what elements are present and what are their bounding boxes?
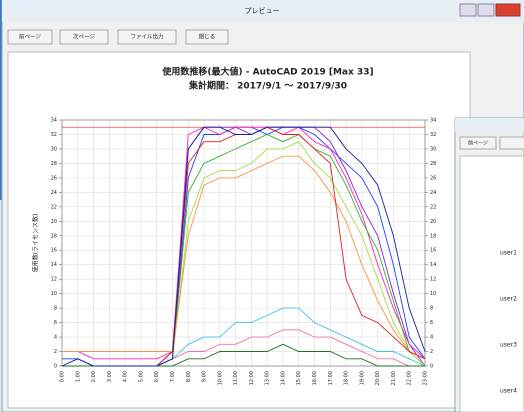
y-tick-label: 28 — [51, 161, 57, 167]
x-tick-label: 7:00 — [170, 371, 176, 382]
next-button[interactable] — [499, 136, 524, 150]
button-label: ファイル出力 — [130, 33, 163, 41]
y-tick-label: 20 — [51, 219, 57, 225]
button-label: 閉じる — [199, 34, 216, 41]
x-tick-label: 2:00 — [91, 371, 97, 382]
x-tick-label: 10:00 — [217, 371, 223, 385]
chart-title: 使用数推移(最大値) - AutoCAD 2019 [Max 33] — [161, 66, 373, 78]
y-tick-label: 24 — [51, 190, 57, 196]
close-button[interactable] — [495, 3, 521, 17]
toolbar-button[interactable] — [185, 29, 229, 45]
x-tick-label: 13:00 — [265, 371, 271, 385]
y-tick-label: 26 — [430, 175, 436, 181]
window-title: プレビュー — [245, 6, 280, 15]
y-tick-label: 22 — [430, 204, 436, 210]
x-tick-label: 23:00 — [423, 371, 429, 385]
x-tick-label: 11:00 — [233, 371, 239, 385]
y-tick-label: 26 — [51, 175, 57, 181]
x-tick-label: 20:00 — [375, 371, 381, 385]
row-label: user2 — [500, 296, 517, 303]
maximize-button[interactable] — [477, 3, 495, 17]
y-tick-label: 24 — [430, 190, 436, 196]
x-tick-label: 1:00 — [75, 371, 81, 382]
x-tick-label: 3:00 — [107, 371, 113, 382]
x-tick-label: 21:00 — [391, 371, 397, 385]
series-line — [62, 126, 426, 360]
y-axis-label: 使用数(ライセンス数) — [32, 214, 40, 273]
toolbar-button[interactable] — [117, 29, 177, 45]
y-tick-label: 30 — [51, 146, 57, 152]
x-tick-label: 17:00 — [328, 371, 334, 385]
x-tick-label: 6:00 — [154, 371, 160, 382]
y-tick-label: 16 — [51, 248, 57, 254]
y-tick-label: 0 — [54, 364, 57, 370]
y-tick-label: 34 — [51, 118, 57, 124]
x-tick-label: 4:00 — [123, 371, 129, 382]
x-tick-label: 12:00 — [249, 371, 255, 385]
minimize-button[interactable] — [459, 3, 477, 17]
y-tick-label: 4 — [430, 335, 433, 341]
y-tick-label: 30 — [430, 146, 436, 152]
y-tick-label: 10 — [430, 291, 436, 297]
y-tick-label: 16 — [430, 248, 436, 254]
x-tick-label: 0:00 — [60, 371, 66, 382]
button-label: 次ページ — [73, 33, 95, 41]
y-tick-label: 14 — [51, 262, 57, 268]
x-tick-label: 8:00 — [186, 371, 192, 382]
row-label: user1 — [500, 250, 517, 257]
x-tick-label: 9:00 — [202, 371, 208, 382]
y-tick-label: 8 — [430, 306, 433, 312]
series-line — [61, 126, 426, 367]
x-tick-label: 16:00 — [312, 371, 318, 385]
second-content — [459, 155, 524, 412]
prev-button[interactable] — [459, 136, 497, 150]
y-tick-label: 2 — [54, 349, 57, 355]
chart-subtitle: 集計期間： 2017/9/1 ～ 2017/9/30 — [188, 80, 347, 92]
y-tick-label: 32 — [51, 132, 57, 138]
title-bar — [2, 0, 524, 22]
y-tick-label: 6 — [430, 320, 433, 326]
x-tick-label: 18:00 — [344, 371, 350, 385]
y-tick-label: 18 — [430, 233, 436, 239]
series-line — [62, 155, 426, 360]
y-tick-label: 12 — [51, 277, 57, 283]
plot-frame — [61, 119, 426, 367]
toolbar-button[interactable] — [59, 29, 109, 45]
y-tick-label: 0 — [430, 364, 433, 370]
toolbar-button[interactable] — [7, 29, 53, 45]
y-tick-label: 12 — [430, 277, 436, 283]
button-label: 前ページ — [468, 140, 488, 147]
y-tick-label: 2 — [430, 349, 433, 355]
preview-area — [7, 51, 471, 409]
y-tick-label: 32 — [430, 132, 436, 138]
second-title-bar — [455, 118, 524, 132]
y-tick-label: 34 — [430, 118, 436, 124]
y-tick-label: 10 — [51, 291, 57, 297]
y-tick-label: 14 — [430, 262, 436, 268]
y-tick-label: 6 — [54, 320, 57, 326]
y-tick-label: 18 — [51, 233, 57, 239]
y-tick-label: 4 — [54, 335, 57, 341]
x-tick-label: 14:00 — [280, 371, 286, 385]
y-tick-label: 8 — [54, 306, 57, 312]
x-tick-label: 22:00 — [407, 371, 413, 385]
x-tick-label: 15:00 — [296, 371, 302, 385]
y-tick-label: 22 — [51, 204, 57, 210]
row-label: user4 — [500, 388, 517, 395]
row-label: user3 — [500, 342, 517, 349]
y-tick-label: 28 — [430, 161, 436, 167]
button-label: 前ページ — [19, 33, 41, 41]
y-tick-label: 20 — [430, 219, 436, 225]
x-tick-label: 19:00 — [359, 371, 365, 385]
x-tick-label: 5:00 — [138, 371, 144, 382]
